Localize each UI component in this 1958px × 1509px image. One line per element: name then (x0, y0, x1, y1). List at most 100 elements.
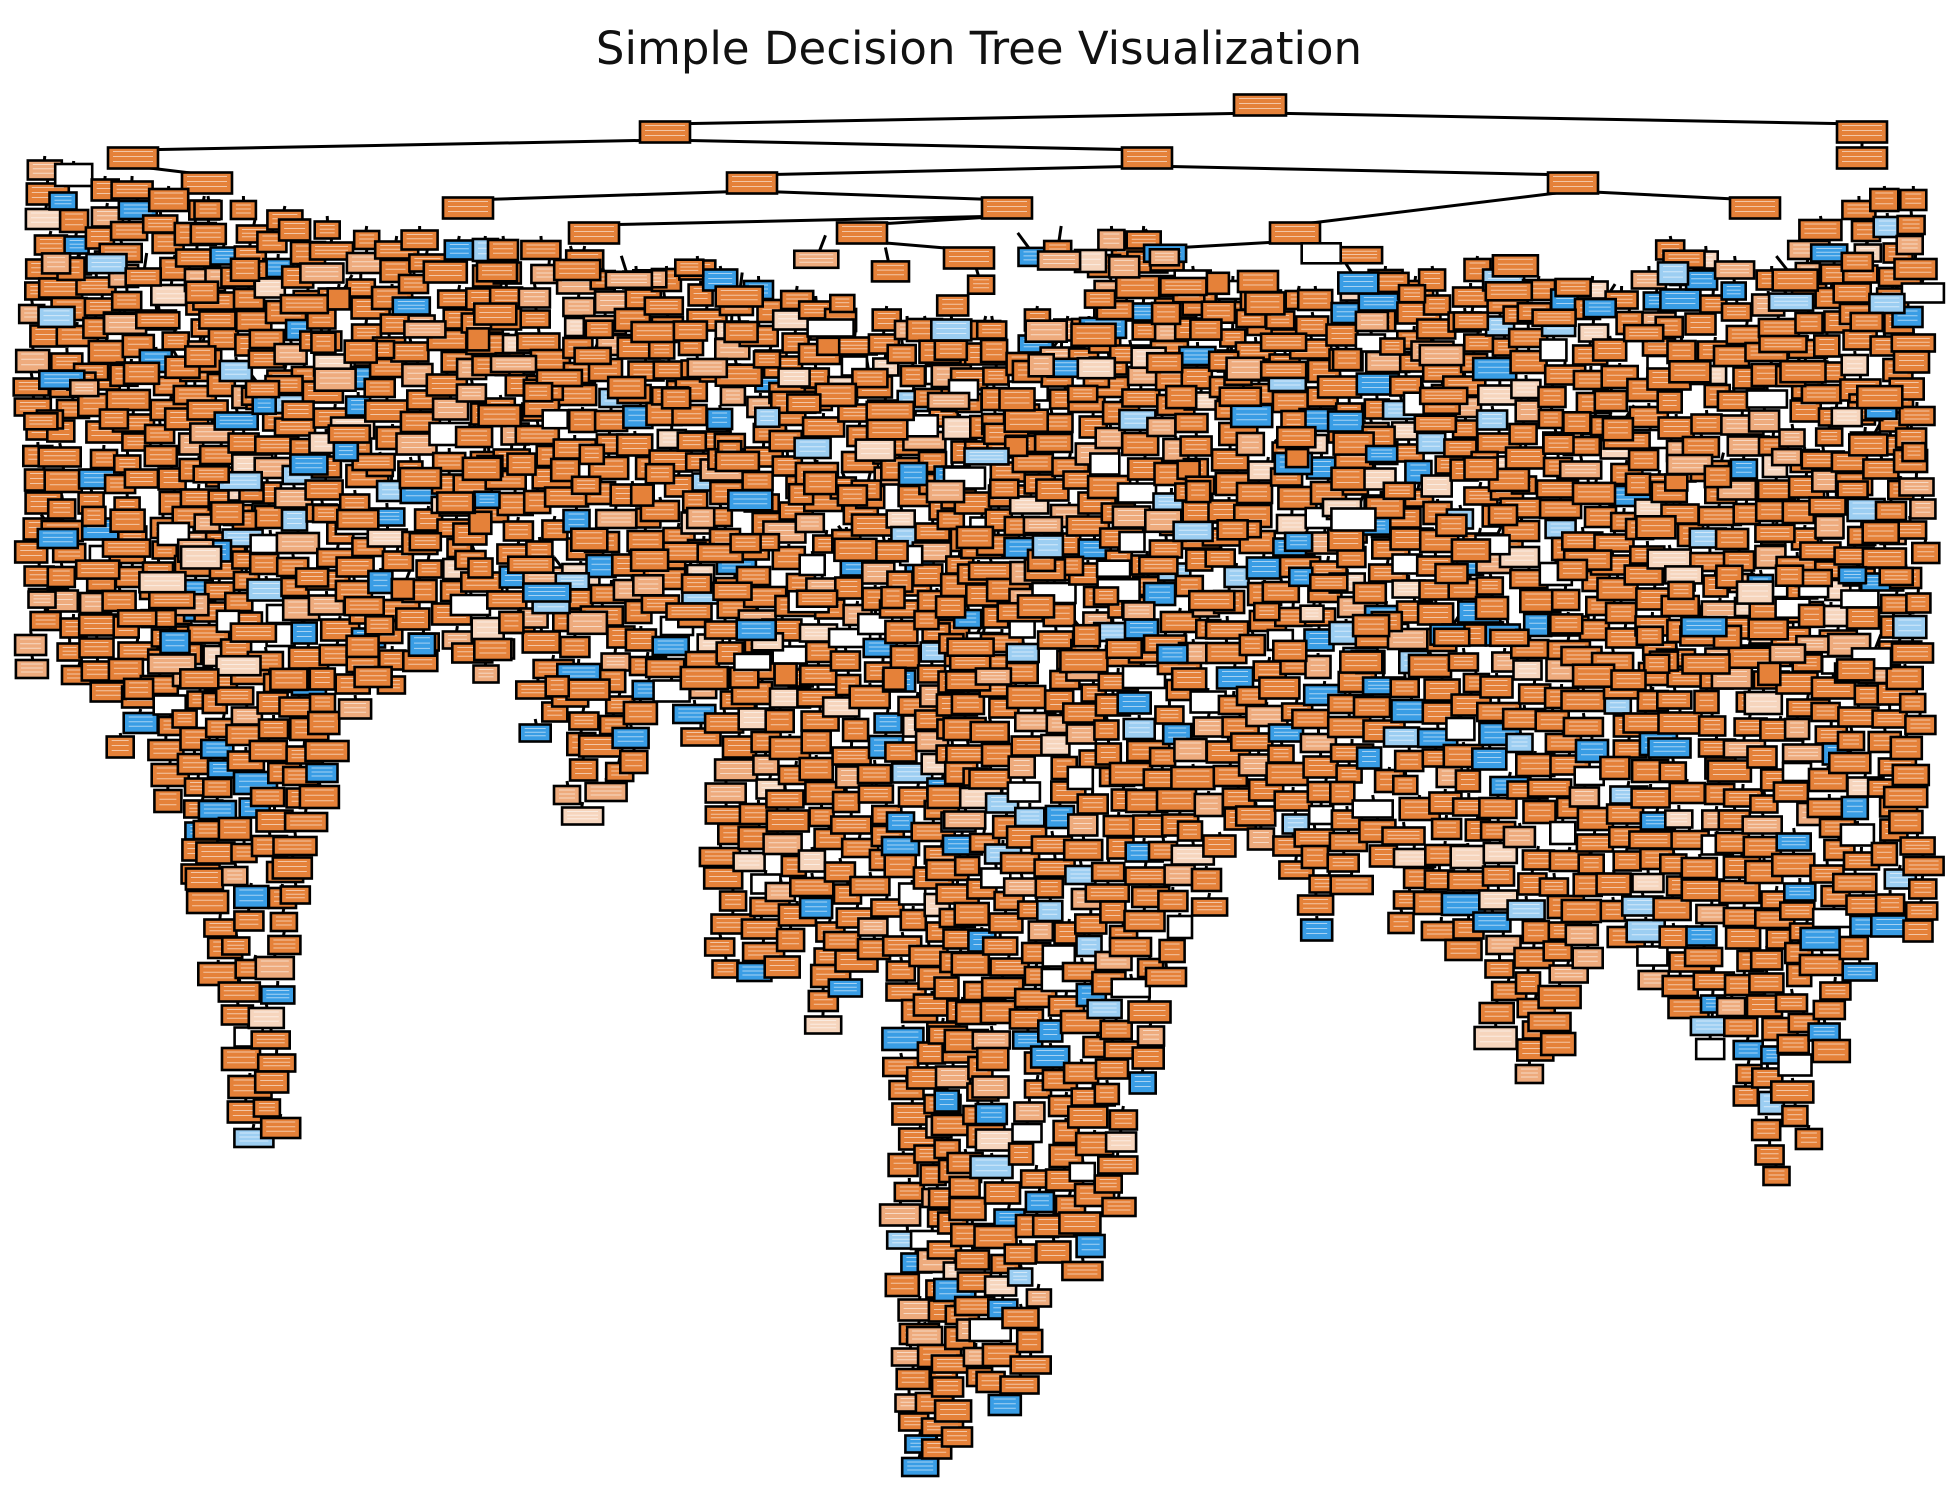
tree-node (568, 758, 599, 782)
tree-node (1902, 855, 1945, 877)
tree-node (56, 642, 83, 662)
tree-node (885, 811, 916, 833)
tree-node (502, 520, 535, 542)
tree-node (1381, 826, 1426, 846)
tree-node (449, 593, 492, 617)
tree-node (884, 1272, 921, 1298)
tree-node (1273, 790, 1313, 812)
tree-node (762, 832, 803, 856)
tree-node (899, 364, 927, 388)
tree-node (390, 341, 430, 363)
tree-node (1379, 337, 1406, 356)
tree-node (568, 711, 600, 731)
tree-node (233, 910, 265, 932)
tree-node (367, 569, 394, 595)
tree-node (954, 1249, 991, 1271)
tree-node (398, 466, 443, 490)
tree-node (498, 610, 525, 635)
tree-node (905, 1325, 944, 1347)
tree-node (202, 777, 233, 799)
tree-node (1190, 897, 1229, 917)
tree-node (899, 908, 928, 932)
tree-node (1094, 1058, 1130, 1080)
tree-node (1413, 414, 1458, 434)
tree-node (1484, 959, 1515, 979)
tree-node (304, 479, 344, 501)
tree-node (948, 1175, 981, 1199)
tree-node (1830, 406, 1864, 428)
tree-node (1009, 1355, 1053, 1375)
tree-node (213, 411, 259, 431)
tree-node (141, 214, 179, 234)
tree-node (1059, 648, 1109, 674)
tree-node (290, 621, 319, 645)
tree-node (1895, 234, 1924, 256)
tree-node (729, 532, 762, 554)
tree-node (313, 367, 357, 393)
tree-node (1463, 333, 1495, 353)
tree-node (221, 865, 249, 887)
tree-node (856, 763, 893, 785)
tree-node (363, 377, 397, 399)
tree-node (1218, 386, 1263, 408)
tree-node (829, 815, 873, 835)
tree-node (1058, 1211, 1102, 1235)
tree-node (1205, 271, 1231, 296)
tree-node (283, 811, 329, 833)
tree-node (48, 191, 78, 211)
tree-node (1447, 652, 1480, 672)
tree-node (1062, 838, 1104, 862)
tree-node (968, 768, 1012, 790)
tree-node (1235, 431, 1266, 457)
tree-node (686, 357, 729, 379)
tree-node (644, 462, 676, 485)
tree-node (900, 1456, 940, 1478)
tree-node (1389, 677, 1420, 699)
tree-node (1407, 653, 1453, 679)
tree-node (311, 503, 341, 524)
tree-node (1158, 938, 1186, 964)
tree-node (775, 927, 806, 953)
tree-node (69, 378, 100, 398)
tree-node (647, 340, 676, 360)
tree-node (1300, 844, 1330, 870)
tree-node (98, 408, 130, 430)
tree-node (1025, 1288, 1053, 1308)
tree-node (1832, 872, 1878, 894)
tree-node (998, 387, 1036, 412)
tree-node (249, 786, 286, 808)
tree-node (1432, 627, 1471, 648)
tree-node (1268, 221, 1322, 245)
tree-node (1449, 844, 1486, 870)
tree-node (1122, 601, 1156, 621)
tree-node (299, 262, 345, 284)
tree-node (1235, 481, 1274, 505)
tree-node (1657, 416, 1695, 440)
tree-node (604, 270, 654, 290)
tree-node (930, 1376, 965, 1398)
tree-node (1272, 639, 1308, 663)
tree-node (1234, 805, 1277, 827)
tree-node (13, 633, 48, 657)
tree-node (940, 1426, 974, 1448)
tree-node (1015, 1328, 1044, 1354)
tree-node (1539, 338, 1568, 362)
tree-node (1781, 761, 1813, 783)
tree-node (477, 403, 522, 428)
tree-node (1899, 836, 1936, 856)
tree-node (1420, 474, 1453, 498)
tree-node (1284, 447, 1310, 469)
tree-node (1892, 350, 1931, 374)
chart-title: Simple Decision Tree Visualization (595, 22, 1363, 75)
tree-node (1836, 480, 1869, 499)
tree-node (1415, 431, 1447, 455)
tree-node (1890, 333, 1937, 353)
tree-node (109, 220, 149, 242)
tree-node (435, 491, 475, 514)
tree-node (1288, 566, 1314, 588)
tree-node (1668, 359, 1712, 384)
tree-node (732, 851, 766, 873)
tree-node (180, 171, 234, 195)
tree-node (1564, 923, 1600, 947)
tree-node (1508, 422, 1538, 446)
